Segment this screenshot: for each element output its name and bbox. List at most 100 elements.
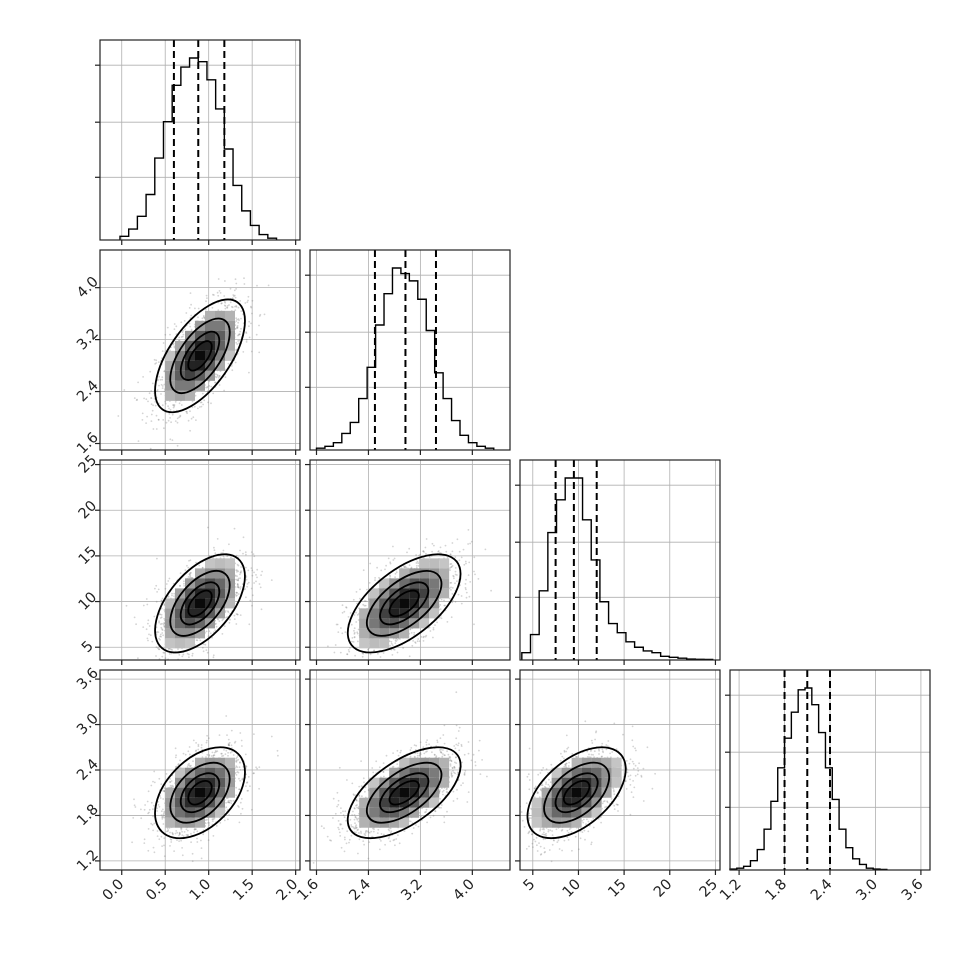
scatter-point — [465, 591, 468, 594]
scatter-point — [247, 299, 249, 302]
scatter-point — [392, 559, 395, 561]
density-contour — [169, 570, 231, 637]
scatter-point — [137, 381, 140, 384]
scatter-point — [210, 755, 213, 757]
scatter-point — [236, 583, 239, 586]
density-cell — [205, 578, 215, 589]
scatter-point — [190, 314, 193, 317]
scatter-point — [216, 375, 219, 377]
scatter-point — [158, 805, 161, 808]
density-cell — [399, 568, 410, 579]
scatter-point — [147, 639, 149, 642]
scatter-point — [454, 582, 456, 585]
scatter-point — [417, 638, 420, 640]
scatter-point — [143, 397, 146, 400]
scatter-point — [245, 341, 248, 343]
density-cell — [215, 568, 225, 579]
scatter-point — [415, 562, 418, 564]
scatter-point — [361, 655, 364, 658]
density-cell — [215, 558, 225, 569]
density-cell — [215, 578, 225, 589]
scatter-point — [191, 406, 194, 409]
scatter-point — [173, 592, 176, 595]
scatter-point — [363, 604, 366, 607]
scatter-point — [392, 662, 394, 664]
scatter-point — [157, 378, 159, 381]
scatter-point — [450, 616, 453, 619]
density-cell — [215, 608, 225, 619]
scatter-point — [246, 583, 249, 585]
scatter-point — [235, 774, 238, 776]
scatter-point — [236, 326, 239, 329]
scatter-point — [185, 312, 188, 314]
scatter-point — [155, 390, 158, 392]
scatter-point — [170, 667, 172, 669]
scatter-point — [433, 544, 435, 547]
scatter-point — [349, 612, 352, 614]
scatter-point — [235, 320, 238, 322]
scatter-point — [356, 632, 359, 635]
scatter-point — [211, 751, 214, 754]
scatter-point — [248, 325, 250, 328]
scatter-point — [235, 623, 238, 625]
scatter-point — [350, 623, 353, 626]
scatter-point — [171, 592, 173, 595]
scatter-point — [168, 653, 171, 655]
scatter-point — [197, 748, 200, 751]
scatter-point — [409, 628, 412, 630]
scatter-point — [353, 629, 355, 632]
scatter-point — [366, 588, 368, 591]
scatter-point — [171, 784, 174, 787]
scatter-point — [224, 301, 227, 304]
scatter-point — [267, 284, 270, 287]
scatter-point — [240, 327, 242, 330]
scatter-point — [190, 576, 193, 579]
scatter-point — [208, 555, 211, 557]
scatter-point — [469, 581, 472, 583]
scatter-content — [125, 526, 273, 669]
density-cell — [165, 390, 175, 401]
scatter-point — [408, 564, 411, 567]
scatter-point — [258, 766, 261, 769]
scatter-point — [174, 420, 177, 422]
scatter-point — [230, 365, 233, 367]
scatter-point — [238, 333, 241, 336]
scatter-point — [163, 427, 165, 430]
density-cell — [185, 340, 195, 351]
scatter-point — [470, 540, 473, 543]
scatter-point — [155, 414, 158, 417]
scatter-point — [409, 628, 412, 631]
scatter-point — [197, 307, 200, 310]
scatter-point — [327, 645, 329, 648]
scatter-point — [186, 652, 189, 655]
scatter-point — [176, 417, 179, 420]
scatter-point — [163, 787, 166, 790]
scatter-point — [236, 592, 239, 594]
scatter-point — [457, 593, 460, 596]
scatter-point — [201, 317, 204, 320]
scatter-point — [173, 328, 176, 331]
scatter-point — [212, 293, 214, 296]
scatter-point — [223, 295, 226, 297]
panel-frame — [99, 459, 301, 661]
scatter-point — [204, 643, 207, 646]
scatter-point — [449, 553, 452, 556]
scatter-point — [167, 580, 170, 582]
scatter-point — [170, 666, 172, 668]
scatter-point — [158, 384, 160, 387]
scatter-point — [394, 639, 397, 642]
scatter-point — [162, 808, 164, 811]
scatter-point — [413, 634, 415, 636]
scatter-point — [175, 325, 178, 328]
scatter-point — [449, 569, 451, 571]
scatter-point — [235, 305, 238, 307]
scatter-point — [250, 587, 253, 590]
scatter-point — [235, 305, 238, 308]
scatter-point — [394, 576, 396, 579]
scatter-point — [157, 804, 160, 806]
scatter-point — [399, 638, 401, 640]
scatter-point — [156, 591, 159, 593]
scatter-point — [439, 546, 442, 549]
scatter-point — [216, 291, 219, 294]
